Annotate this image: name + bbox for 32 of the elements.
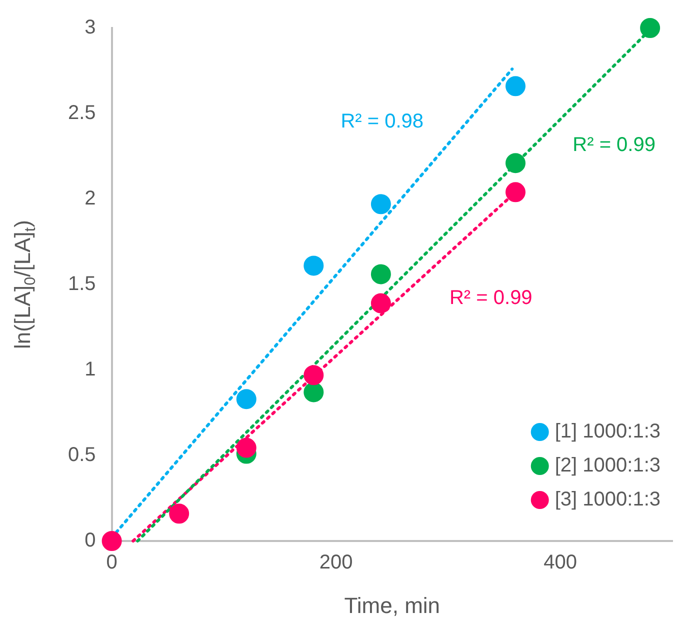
point (370, 264, 391, 284)
y-tick-label: 2 (84, 188, 96, 210)
y-tick-label: 0.5 (68, 444, 96, 466)
legend-label: [2] 1000:1:3 (554, 454, 661, 477)
legend-label: [3] 1000:1:3 (554, 488, 661, 511)
x-axis-title: Time, min (344, 593, 440, 618)
annotation: R² = 0.99 (449, 286, 532, 309)
point (236, 438, 256, 458)
x-tick-label: 400 (544, 552, 578, 574)
y-axis-title: ln([LA]0/[LA]t) (10, 220, 39, 349)
legend-label: [1] 1000:1:3 (554, 420, 661, 443)
y-tick-label: 2.5 (68, 102, 96, 124)
y-tick-label: 0 (84, 530, 96, 552)
x-tick-label: 0 (106, 552, 118, 574)
point (506, 153, 526, 174)
point (304, 382, 324, 402)
y-tick-label: 3 (84, 16, 96, 39)
point (640, 18, 660, 38)
point (304, 365, 324, 386)
y-tick-label: 1.5 (68, 273, 96, 296)
point (169, 504, 190, 524)
point (506, 182, 526, 202)
point (304, 256, 324, 276)
point (236, 389, 256, 410)
x-tick-label: 200 (319, 552, 353, 574)
annotation: R² = 0.99 (572, 134, 656, 156)
point (370, 293, 391, 314)
annotation: R² = 0.98 (340, 110, 424, 133)
point (370, 194, 391, 214)
point (506, 76, 526, 96)
point (102, 531, 122, 551)
y-tick-label: 1 (84, 358, 96, 381)
